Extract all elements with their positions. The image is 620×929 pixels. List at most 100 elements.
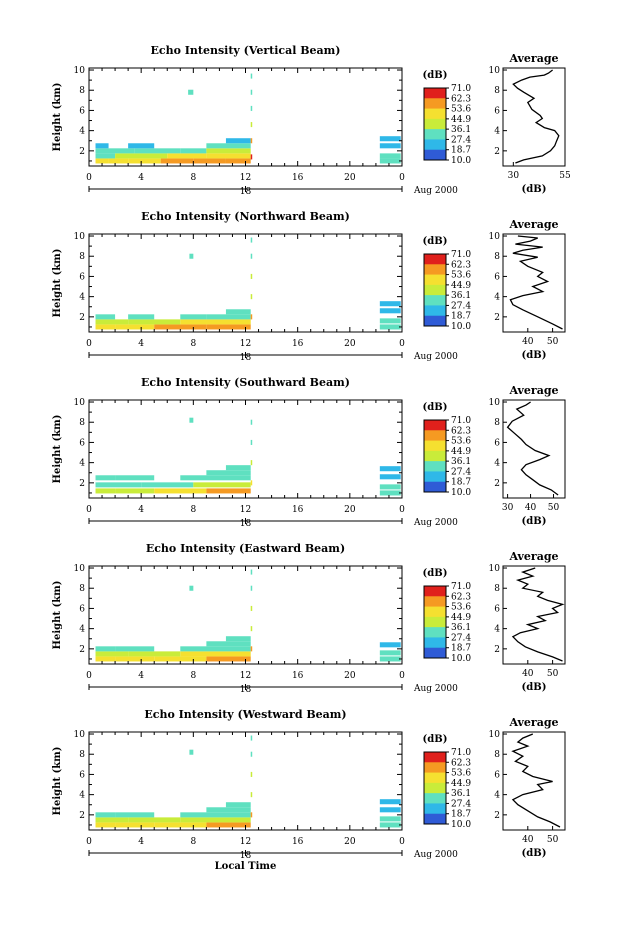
- echo-cell: [379, 474, 401, 480]
- colorbar-segment: [424, 435, 446, 442]
- colorbar-segment: [424, 420, 446, 426]
- y-tick-label: 2: [79, 479, 85, 489]
- profile-y-tick-label: 6: [494, 604, 500, 614]
- colorbar-segment: [424, 591, 446, 597]
- colorbar-tick-label: 44.9: [451, 447, 471, 457]
- colorbar-segment: [424, 154, 446, 161]
- profile-y-tick-label: 8: [494, 252, 500, 262]
- echo-cell: [206, 641, 251, 647]
- colorbar-segment: [424, 445, 446, 452]
- x-tick-label: 16: [292, 505, 304, 515]
- echo-cell: [95, 158, 109, 164]
- x-tick-label: 0: [399, 837, 405, 847]
- echo-cell: [160, 158, 194, 164]
- colorbar-segment: [424, 606, 446, 613]
- colorbar-segment: [424, 456, 446, 462]
- echo-cell: [250, 646, 253, 652]
- colorbar-tick-label: 10.0: [451, 156, 471, 166]
- colorbar-segment: [424, 481, 446, 488]
- colorbar-tick-label: 10.0: [451, 488, 471, 498]
- profile-x-tick-label: 40: [522, 835, 534, 845]
- colorbar-segment: [424, 622, 446, 628]
- x-tick-label: 16: [292, 671, 304, 681]
- profile-x-tick-label: 50: [547, 337, 559, 347]
- echo-cell: [128, 817, 181, 823]
- y-tick-label: 4: [79, 459, 85, 469]
- x-tick-label: 8: [190, 339, 196, 349]
- echo-cell: [250, 237, 253, 243]
- x-tick-label: 4: [138, 671, 144, 681]
- echo-cell: [180, 475, 251, 481]
- y-tick-label: 8: [79, 252, 85, 262]
- colorbar-segment: [424, 103, 446, 110]
- echo-cell: [250, 626, 253, 632]
- echo-cell: [193, 158, 226, 164]
- echo-cell: [206, 143, 251, 149]
- chart-title: Echo Intensity (Westward Beam): [144, 708, 346, 721]
- colorbar-segment: [424, 254, 446, 260]
- profile-x-label: (dB): [522, 682, 547, 693]
- colorbar-tick-label: 71.0: [451, 84, 471, 94]
- x-tick-label: 12: [240, 671, 251, 681]
- echo-cell: [128, 319, 181, 325]
- y-tick-label: 8: [79, 86, 85, 96]
- colorbar-tick-label: 71.0: [451, 582, 471, 592]
- x-tick-label: 0: [399, 339, 405, 349]
- colorbar-tick-label: 53.6: [451, 271, 471, 281]
- colorbar-segment: [424, 113, 446, 120]
- echo-cell: [250, 460, 253, 466]
- colorbar-segment: [424, 767, 446, 774]
- x-tick-label: 12: [240, 173, 251, 183]
- colorbar-tick-label: 18.7: [451, 478, 471, 488]
- echo-cell: [180, 651, 251, 657]
- x-tick-label: 0: [399, 505, 405, 515]
- profile-y-tick-label: 6: [494, 272, 500, 282]
- x-tick-label: 8: [190, 505, 196, 515]
- colorbar-tick-label: 62.3: [451, 592, 471, 602]
- colorbar-segment: [424, 586, 446, 592]
- echo-cell: [188, 89, 194, 95]
- echo-cell: [225, 636, 251, 642]
- colorbar-tick-label: 10.0: [451, 820, 471, 830]
- y-tick-label: 10: [74, 66, 86, 76]
- echo-cell: [95, 314, 116, 320]
- x-tick-label: 12: [240, 837, 251, 847]
- echo-cell: [115, 488, 155, 494]
- chart-title: Echo Intensity (Northward Beam): [141, 210, 350, 223]
- colorbar-segment: [424, 144, 446, 151]
- y-tick-label: 10: [74, 398, 86, 408]
- profile-x-tick-label: 40: [522, 669, 534, 679]
- x-tick-label: 0: [399, 671, 405, 681]
- colorbar-segment: [424, 284, 446, 291]
- x-tick-label: 0: [86, 339, 92, 349]
- x-tick-label: 20: [344, 671, 356, 681]
- y-axis-label: Height (km): [52, 747, 63, 816]
- echo-cell: [206, 153, 251, 159]
- colorbar-segment: [424, 642, 446, 649]
- colorbar-tick-label: 10.0: [451, 322, 471, 332]
- profile-y-tick-label: 10: [489, 730, 501, 740]
- colorbar-frame: [423, 585, 447, 659]
- echo-cell: [95, 482, 142, 488]
- colorbar-tick-label: 71.0: [451, 416, 471, 426]
- y-tick-label: 2: [79, 645, 85, 655]
- echo-cell: [225, 309, 251, 315]
- profile-line: [512, 69, 560, 164]
- colorbar-segment: [424, 466, 446, 472]
- profile-x-label: (dB): [522, 350, 547, 361]
- y-tick-label: 6: [79, 770, 85, 780]
- profile-x-tick-label: 30: [508, 171, 520, 181]
- echo-cell: [115, 812, 155, 818]
- echo-cell: [379, 650, 401, 656]
- colorbar-segment: [424, 450, 446, 457]
- echo-cell: [128, 314, 155, 320]
- profile-x-tick-label: 50: [547, 835, 559, 845]
- echo-cell: [206, 470, 251, 476]
- colorbar-segment: [424, 647, 446, 654]
- x-tick-label: 12: [240, 339, 251, 349]
- echo-cell: [180, 148, 207, 154]
- echo-cell: [95, 646, 116, 652]
- x-tick-label: 0: [86, 837, 92, 847]
- colorbar-segment: [424, 782, 446, 789]
- colorbar-unit: (dB): [423, 568, 448, 579]
